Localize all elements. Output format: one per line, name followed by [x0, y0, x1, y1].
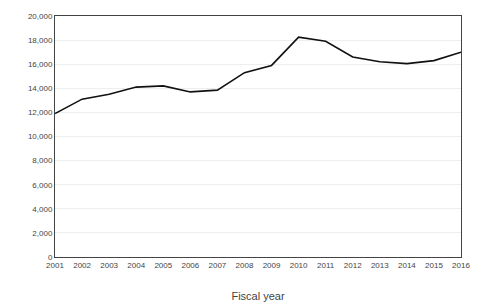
- svg-text:14,000: 14,000: [28, 84, 53, 93]
- svg-text:16,000: 16,000: [28, 60, 53, 69]
- svg-text:2001: 2001: [46, 261, 64, 270]
- svg-text:6,000: 6,000: [32, 181, 53, 190]
- svg-text:2009: 2009: [263, 261, 281, 270]
- svg-text:18,000: 18,000: [28, 36, 53, 45]
- svg-text:2013: 2013: [371, 261, 389, 270]
- svg-text:2014: 2014: [398, 261, 416, 270]
- svg-text:20,000: 20,000: [28, 12, 53, 21]
- svg-text:10,000: 10,000: [28, 132, 53, 141]
- svg-text:2002: 2002: [73, 261, 91, 270]
- svg-text:2007: 2007: [209, 261, 227, 270]
- svg-text:2004: 2004: [127, 261, 145, 270]
- svg-text:8,000: 8,000: [32, 156, 53, 165]
- svg-text:2011: 2011: [317, 261, 335, 270]
- svg-text:2008: 2008: [236, 261, 254, 270]
- svg-text:2005: 2005: [154, 261, 172, 270]
- svg-text:2003: 2003: [100, 261, 118, 270]
- svg-text:2006: 2006: [181, 261, 199, 270]
- svg-text:2010: 2010: [290, 261, 308, 270]
- svg-text:2012: 2012: [344, 261, 362, 270]
- svg-text:2015: 2015: [425, 261, 443, 270]
- svg-text:2016: 2016: [452, 261, 470, 270]
- svg-text:0: 0: [48, 253, 53, 262]
- svg-text:12,000: 12,000: [28, 108, 53, 117]
- svg-text:4,000: 4,000: [32, 205, 53, 214]
- svg-text:Fiscal year: Fiscal year: [231, 290, 285, 302]
- svg-text:2,000: 2,000: [32, 229, 53, 238]
